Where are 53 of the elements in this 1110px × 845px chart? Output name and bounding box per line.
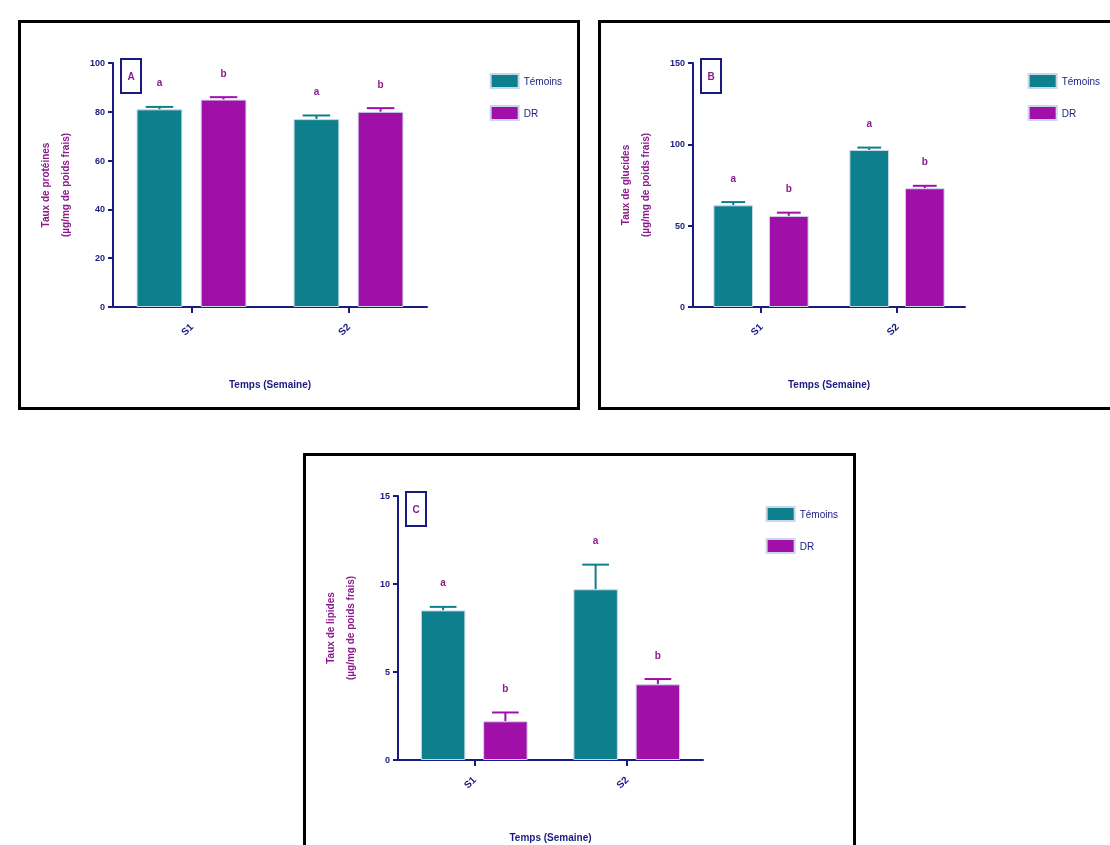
x-axis-title: Temps (Semaine) <box>509 831 592 843</box>
x-tick-label: S1 <box>461 773 479 791</box>
y-tick-label: 60 <box>94 155 105 166</box>
y-tick-label: 50 <box>674 220 685 231</box>
annotation: a <box>156 77 163 89</box>
bar <box>713 205 754 307</box>
legend-label: Témoins <box>1061 75 1101 87</box>
y-tick-label: 0 <box>679 302 685 312</box>
annotation: B <box>707 70 715 82</box>
y-axis-title: Taux de protéines (µg/mg de poids frais) <box>39 132 71 238</box>
y-tick-label: 0 <box>99 302 105 312</box>
annotation: b <box>785 183 792 195</box>
legend-label: DR <box>799 540 815 552</box>
annotation: A <box>127 70 135 82</box>
y-tick-label: 100 <box>669 139 685 150</box>
annotation: C <box>412 503 420 515</box>
legend-label: Témoins <box>523 75 563 87</box>
y-tick-label: 150 <box>669 58 685 68</box>
legend-label: DR <box>1061 107 1077 119</box>
annotation: a <box>592 535 599 547</box>
annotation: b <box>220 67 227 79</box>
annotation: a <box>440 577 447 589</box>
bar <box>904 188 945 307</box>
x-axis-title: Temps (Semaine) <box>787 378 871 390</box>
y-tick-label: 0 <box>384 755 390 765</box>
y-axis-title: Taux de lipides (µg/mg de poids frais) <box>324 575 356 681</box>
y-tick-label: 40 <box>94 204 105 215</box>
legend-label: DR <box>523 107 539 119</box>
x-tick-label: S2 <box>335 320 353 338</box>
y-tick-label: 80 <box>94 106 105 117</box>
bar <box>849 150 890 307</box>
x-axis-title: Temps (Semaine) <box>228 378 312 390</box>
annotation: b <box>377 78 384 90</box>
annotation: a <box>866 118 873 130</box>
x-tick-label: S2 <box>614 773 631 791</box>
legend-label: Témoins <box>799 508 839 520</box>
x-tick-label: S2 <box>884 320 902 338</box>
annotation: b <box>502 682 509 694</box>
y-tick-label: 10 <box>379 579 390 589</box>
annotation: a <box>730 172 737 184</box>
x-tick-label: S1 <box>178 320 196 338</box>
y-tick-label: 15 <box>379 491 390 501</box>
annotation: b <box>921 156 928 168</box>
bar <box>420 610 466 760</box>
y-tick-label: 100 <box>89 58 105 68</box>
y-tick-label: 20 <box>94 253 105 264</box>
y-axis-title: Taux de glucides (µg/mg de poids frais) <box>619 132 651 238</box>
bar <box>768 215 809 307</box>
y-tick-label: 5 <box>384 667 390 677</box>
bar <box>635 684 681 760</box>
annotation: b <box>654 649 661 661</box>
annotation: a <box>313 85 320 97</box>
x-tick-label: S1 <box>748 320 766 338</box>
